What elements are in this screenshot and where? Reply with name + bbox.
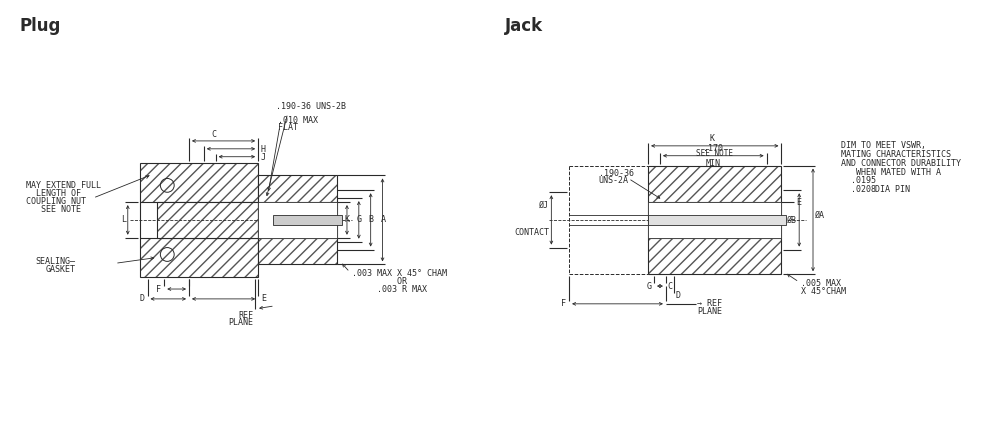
Text: X 45°CHAM: X 45°CHAM <box>801 287 846 296</box>
Text: WHEN MATED WITH A: WHEN MATED WITH A <box>841 167 940 176</box>
Bar <box>648 202 781 238</box>
Bar <box>648 166 781 202</box>
Text: L: L <box>121 215 126 224</box>
Text: SEE NOTE: SEE NOTE <box>26 204 81 213</box>
Text: LENGTH OF: LENGTH OF <box>26 189 81 198</box>
Bar <box>258 202 338 238</box>
Bar <box>648 215 786 225</box>
Bar <box>258 176 338 202</box>
Text: C: C <box>212 130 217 139</box>
Bar <box>157 202 258 238</box>
Bar <box>273 215 342 225</box>
Text: E: E <box>261 295 266 303</box>
Text: J: J <box>260 153 265 162</box>
Text: .170: .170 <box>703 144 724 153</box>
Text: F: F <box>561 299 566 308</box>
Text: GASKET: GASKET <box>46 265 75 274</box>
Text: PLANE: PLANE <box>228 317 253 327</box>
Text: .190-36 UNS-2B: .190-36 UNS-2B <box>276 102 346 111</box>
Text: Jack: Jack <box>505 17 544 36</box>
Text: DIM TO MEET VSWR,: DIM TO MEET VSWR, <box>841 141 926 150</box>
Bar <box>648 238 781 274</box>
Text: OR: OR <box>351 277 407 286</box>
Text: REF: REF <box>239 311 253 320</box>
Text: ØJ: ØJ <box>540 201 549 210</box>
Bar <box>157 202 258 238</box>
Text: .005 MAX: .005 MAX <box>801 279 842 288</box>
Text: .010 MAX: .010 MAX <box>278 116 318 125</box>
Bar <box>258 238 338 264</box>
Text: → REF: → REF <box>698 299 723 308</box>
Text: FLAT: FLAT <box>278 123 298 132</box>
Text: Plug: Plug <box>19 17 60 36</box>
Text: F: F <box>156 284 161 294</box>
Text: MIN: MIN <box>706 159 721 168</box>
Text: MAY EXTEND FULL: MAY EXTEND FULL <box>26 181 101 190</box>
Text: E: E <box>796 198 801 207</box>
Text: D: D <box>140 295 145 303</box>
Text: A: A <box>380 215 385 224</box>
Text: SEE NOTE: SEE NOTE <box>696 149 734 158</box>
Text: CONTACT: CONTACT <box>515 228 549 237</box>
Text: MATING CHARACTERISTICS: MATING CHARACTERISTICS <box>841 150 950 159</box>
Text: .0208: .0208 <box>850 185 875 194</box>
Text: C: C <box>668 281 673 291</box>
Text: D: D <box>676 292 681 300</box>
Text: K: K <box>709 134 715 143</box>
Text: COUPLING NUT: COUPLING NUT <box>26 197 86 206</box>
Text: SEALING—: SEALING— <box>36 257 75 266</box>
Text: G: G <box>356 215 361 224</box>
Text: .190-36: .190-36 <box>599 170 634 178</box>
Text: PLANE: PLANE <box>698 307 723 316</box>
Bar <box>140 163 258 202</box>
Text: G: G <box>647 281 652 291</box>
Text: .003 R MAX: .003 R MAX <box>351 285 427 294</box>
Text: H: H <box>260 145 265 154</box>
Text: AND CONNECTOR DURABILITY: AND CONNECTOR DURABILITY <box>841 159 960 168</box>
Text: DIA PIN: DIA PIN <box>875 185 910 194</box>
Text: ØA: ØA <box>815 210 825 219</box>
Text: .003 MAX X 45° CHAM: .003 MAX X 45° CHAM <box>351 269 446 278</box>
Bar <box>140 238 258 277</box>
Text: ØB: ØB <box>787 215 797 224</box>
Text: B: B <box>368 215 373 224</box>
Text: K: K <box>345 215 350 224</box>
Text: UNS-2A: UNS-2A <box>599 176 629 185</box>
Text: .0195: .0195 <box>850 176 875 185</box>
